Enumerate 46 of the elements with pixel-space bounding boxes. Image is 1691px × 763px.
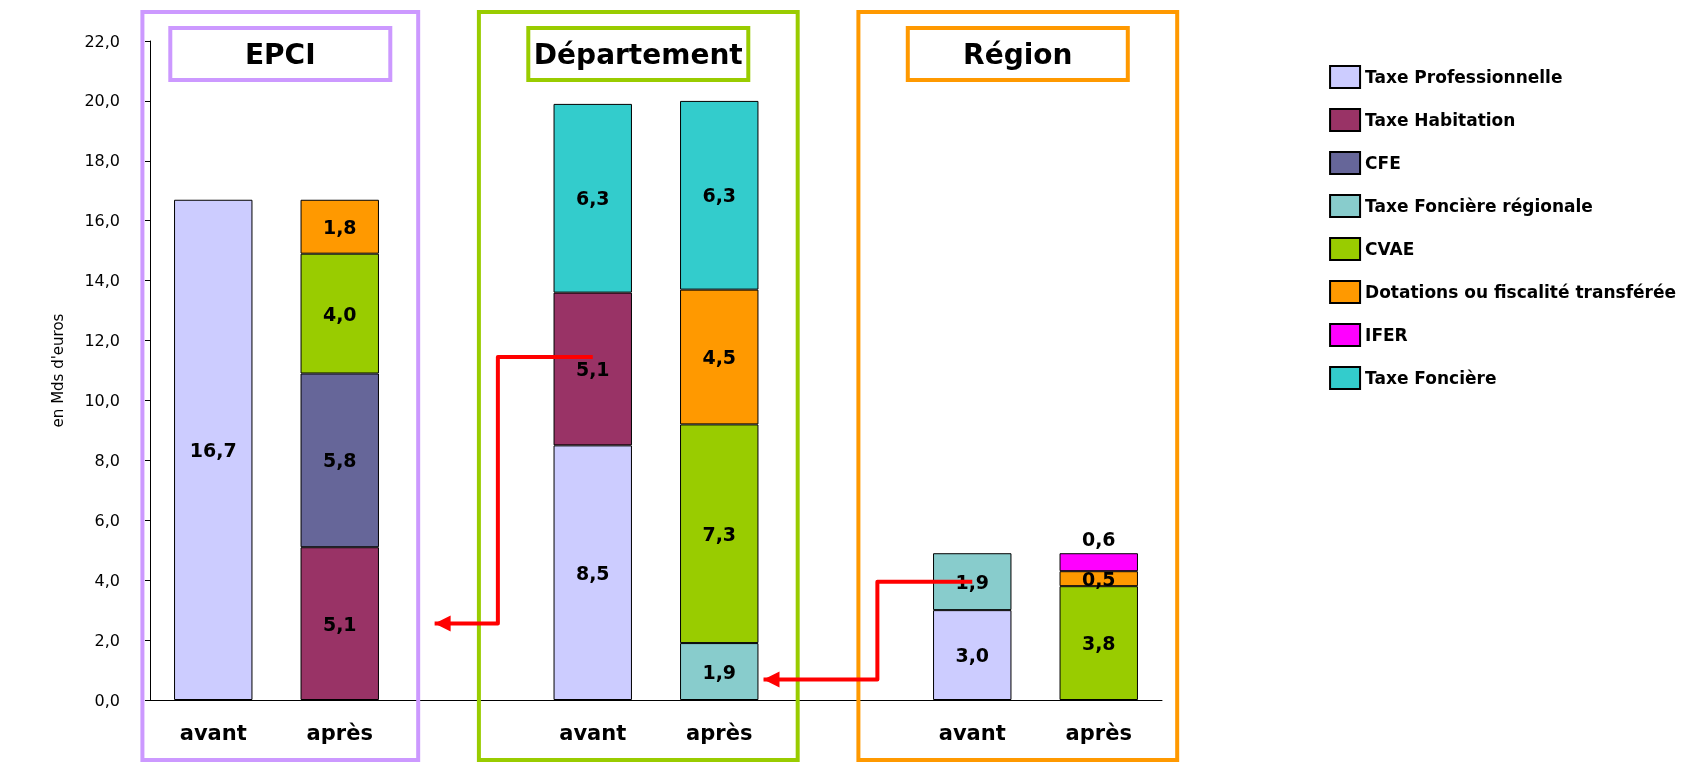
data-label: 3,0 <box>955 644 990 667</box>
data-label: 4,0 <box>322 302 357 325</box>
annotation: EPCI <box>244 38 316 71</box>
legend-label: Dotations ou fiscalité transférée <box>1365 282 1677 302</box>
annotation: Région <box>963 38 1073 71</box>
legend-label: CFE <box>1365 153 1401 173</box>
y-axis-title: en Mds d'euros <box>48 313 67 428</box>
data-label: 4,5 <box>702 346 737 369</box>
y-tick-label: 10,0 <box>84 390 120 410</box>
y-tick-label: 6,0 <box>94 510 120 530</box>
y-tick-label: 18,0 <box>84 151 120 171</box>
data-label: 5,1 <box>322 612 357 635</box>
y-tick-label: 20,0 <box>84 91 120 111</box>
x-tick-label: avant <box>559 720 627 745</box>
x-tick-label: après <box>686 720 753 745</box>
y-tick-label: 12,0 <box>84 331 120 351</box>
data-label: 5,8 <box>322 449 357 472</box>
data-label: 8,5 <box>575 561 610 584</box>
data-label: 1,8 <box>322 215 357 238</box>
y-tick-label: 0,0 <box>94 690 120 710</box>
y-tick-label: 8,0 <box>94 450 120 470</box>
data-label: 1,9 <box>702 660 737 683</box>
x-tick-label: après <box>1065 720 1132 745</box>
annotation: Département <box>533 38 743 71</box>
y-tick-label: 22,0 <box>84 31 120 51</box>
y-tick-label: 2,0 <box>94 630 120 650</box>
y-tick-label: 4,0 <box>94 570 120 590</box>
legend-label: IFER <box>1365 325 1408 345</box>
data-label: 7,3 <box>702 522 737 545</box>
legend-label: Taxe Foncière <box>1365 368 1497 388</box>
data-label: 3,8 <box>1081 632 1116 655</box>
data-label: 6,3 <box>702 184 737 207</box>
legend-label: Taxe Habitation <box>1365 110 1516 130</box>
data-label: 0,5 <box>1081 567 1116 590</box>
y-tick-label: 14,0 <box>84 271 120 291</box>
x-tick-label: avant <box>179 720 247 745</box>
data-label: 0,6 <box>1081 527 1116 550</box>
legend-label: Taxe Foncière régionale <box>1365 196 1593 216</box>
x-tick-label: après <box>306 720 373 745</box>
data-label: 5,1 <box>575 358 610 380</box>
legend-label: Taxe Professionnelle <box>1365 67 1563 87</box>
x-tick-label: avant <box>938 720 1006 745</box>
legend-label: CVAE <box>1365 239 1415 259</box>
data-label: 6,3 <box>575 187 610 210</box>
data-label: 16,7 <box>189 438 237 461</box>
y-tick-label: 16,0 <box>84 211 120 231</box>
